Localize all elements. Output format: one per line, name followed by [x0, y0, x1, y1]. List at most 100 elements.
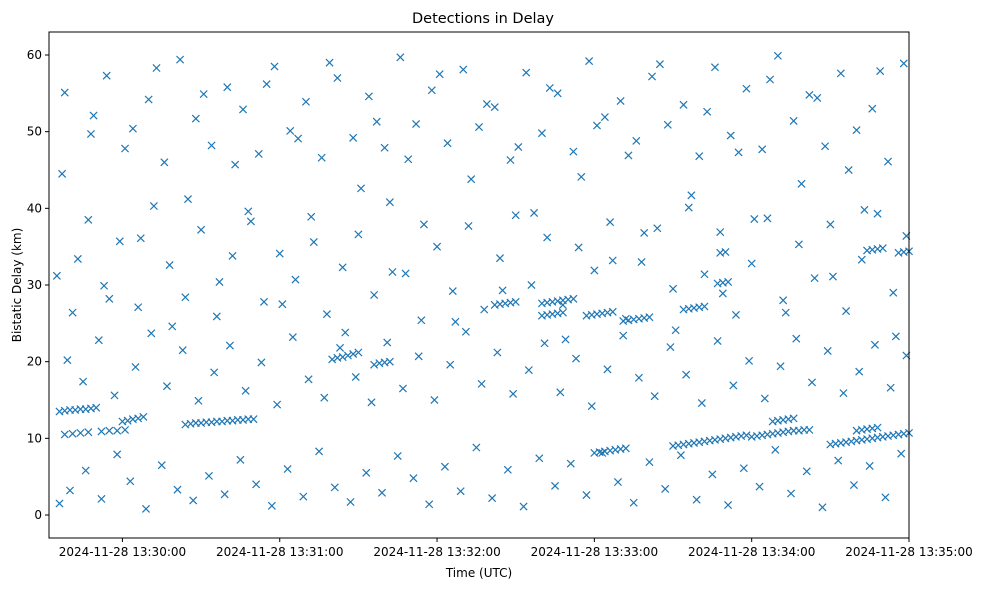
data-point	[792, 334, 801, 343]
data-point	[852, 126, 861, 135]
data-point	[270, 62, 279, 71]
data-point	[873, 423, 882, 432]
data-point	[459, 65, 468, 74]
data-point	[718, 289, 727, 298]
data-point	[294, 134, 303, 143]
data-point	[629, 498, 638, 507]
data-point	[97, 494, 106, 503]
data-point	[139, 412, 148, 421]
data-point	[419, 220, 428, 229]
data-point	[134, 414, 143, 423]
y-tick-label: 0	[34, 508, 42, 522]
data-point	[212, 312, 221, 321]
data-point	[220, 490, 229, 499]
data-point	[370, 360, 379, 369]
data-point	[396, 53, 405, 62]
data-point	[356, 184, 366, 193]
data-point	[168, 322, 177, 331]
data-point	[236, 455, 245, 464]
data-point	[755, 482, 764, 491]
data-point	[181, 293, 190, 302]
x-tick-label: 2024-11-28 13:33:00	[531, 545, 658, 559]
data-point	[679, 100, 688, 109]
data-point	[86, 129, 95, 138]
data-point	[883, 157, 893, 166]
data-point	[259, 297, 269, 306]
data-point	[797, 179, 806, 188]
data-point	[336, 343, 345, 352]
data-point	[244, 207, 253, 216]
x-axis-label: Time (UTC)	[445, 566, 512, 580]
data-point	[739, 464, 748, 473]
data-point	[860, 205, 869, 214]
data-point	[789, 414, 798, 423]
data-point	[105, 294, 114, 303]
data-point	[498, 286, 507, 295]
data-point	[608, 256, 617, 265]
y-tick-label: 60	[27, 48, 42, 62]
data-point	[506, 156, 515, 165]
data-point	[668, 284, 678, 293]
data-point	[868, 104, 877, 113]
data-point	[89, 111, 98, 120]
data-point	[60, 430, 69, 439]
data-point	[527, 280, 536, 290]
data-point	[58, 169, 67, 178]
data-point	[440, 462, 449, 471]
data-point	[343, 351, 352, 360]
data-point	[84, 215, 93, 224]
data-point	[556, 388, 565, 397]
data-point	[870, 340, 879, 349]
data-point	[147, 329, 156, 338]
data-point	[84, 428, 93, 437]
data-point	[771, 445, 780, 454]
data-point	[288, 333, 297, 342]
data-point	[68, 429, 77, 438]
data-point	[299, 492, 308, 501]
data-point	[246, 217, 255, 226]
data-point	[807, 378, 817, 387]
data-point	[134, 303, 143, 312]
data-point	[380, 143, 389, 152]
data-point	[128, 124, 137, 133]
data-point	[330, 483, 339, 492]
data-point	[758, 145, 767, 154]
data-point	[162, 382, 172, 391]
data-point	[388, 267, 397, 276]
data-point	[716, 228, 725, 237]
data-point	[446, 360, 455, 369]
data-point	[228, 251, 237, 260]
data-point	[634, 373, 643, 382]
data-point	[252, 480, 261, 489]
data-point	[152, 64, 161, 73]
data-point	[160, 158, 169, 167]
data-point	[307, 212, 316, 221]
data-point	[687, 191, 696, 200]
data-point	[317, 153, 326, 162]
data-point	[682, 370, 691, 379]
data-point	[624, 151, 633, 160]
data-point	[113, 426, 122, 435]
data-point	[805, 90, 814, 99]
data-point	[671, 326, 680, 335]
data-point	[789, 116, 798, 125]
data-point	[569, 294, 578, 303]
data-point	[695, 152, 704, 161]
data-point	[760, 394, 769, 403]
y-tick-label: 50	[27, 125, 42, 139]
data-point	[346, 497, 355, 506]
data-point	[183, 195, 192, 204]
data-point	[141, 504, 151, 513]
data-point	[766, 75, 775, 84]
data-point	[813, 93, 822, 102]
data-point	[834, 456, 843, 465]
data-point	[286, 126, 295, 135]
data-point	[553, 89, 562, 98]
data-point	[249, 415, 258, 424]
data-point	[461, 327, 470, 336]
data-point	[273, 400, 282, 409]
data-point	[126, 477, 135, 486]
data-point	[551, 481, 560, 490]
data-point	[333, 73, 342, 83]
